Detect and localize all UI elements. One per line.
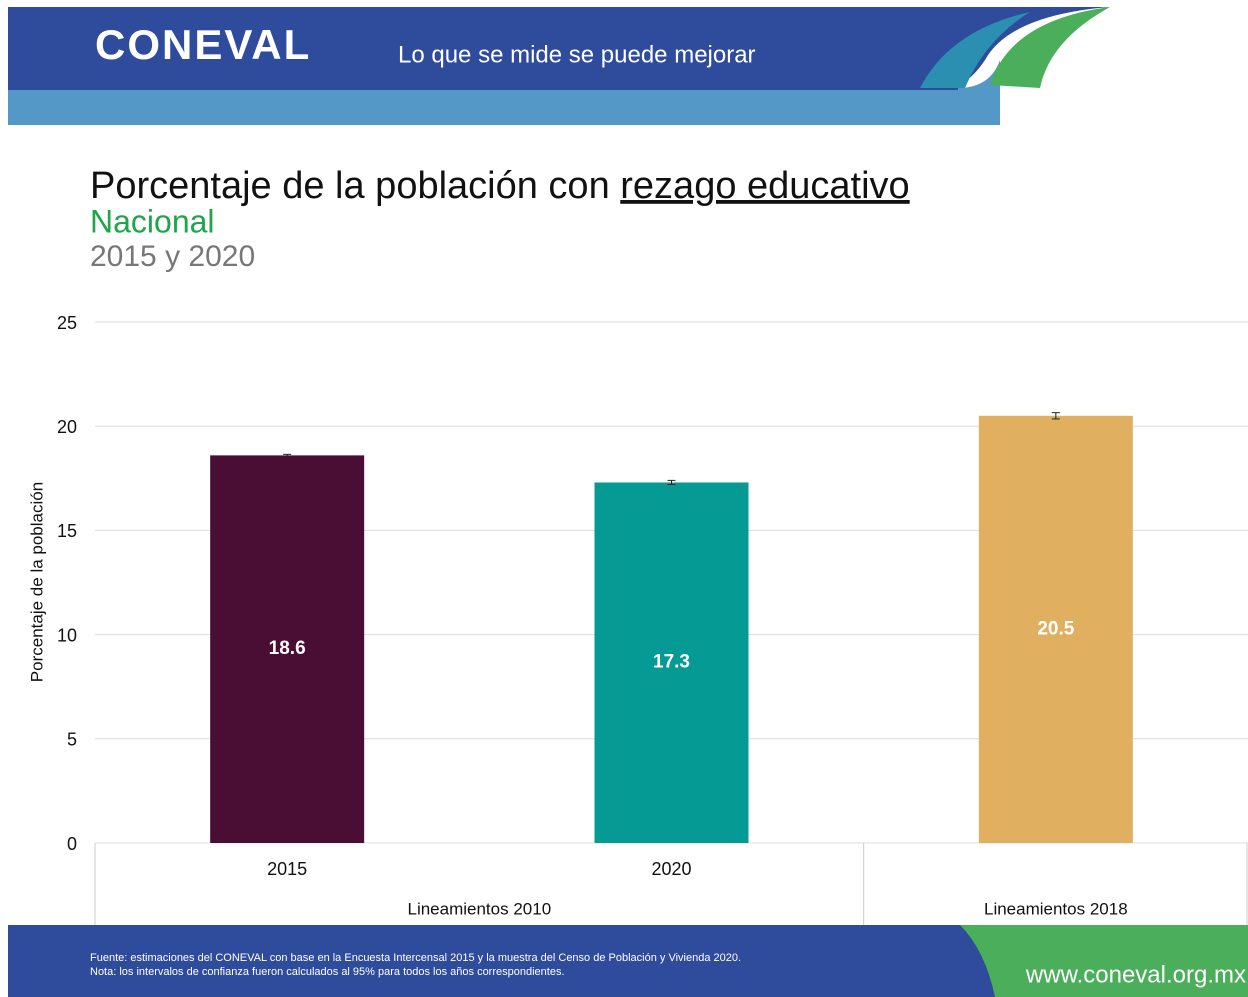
header-swoosh-blue (940, 7, 1110, 90)
y-axis-label: Porcentaje de la población (27, 482, 46, 682)
x-tick-label: 2020 (651, 859, 691, 879)
header-swoosh-teal (920, 12, 1030, 88)
bar (210, 455, 365, 843)
chart-title: Porcentaje de la población con rezago ed… (90, 165, 910, 207)
bar (594, 482, 749, 843)
tagline: Lo que se mide se puede mejorar (398, 41, 756, 68)
y-tick-label: 10 (57, 625, 77, 645)
title-emphasis: rezago educativo (620, 165, 909, 207)
header-band (8, 7, 958, 90)
data-label: 17.3 (653, 652, 690, 673)
data-label: 18.6 (269, 638, 306, 659)
y-tick-label: 20 (57, 417, 77, 437)
logo: CONEVAL (95, 21, 311, 68)
footer-green (960, 925, 1248, 997)
header-swoosh-green (990, 7, 1110, 88)
y-tick-label: 5 (67, 730, 77, 750)
y-tick-label: 0 (67, 834, 77, 854)
header-swoosh (950, 60, 1000, 125)
y-tick-label: 15 (57, 521, 77, 541)
title-text: Porcentaje de la población con (90, 165, 610, 207)
header-band-light (8, 88, 958, 125)
x-tick-label: 2015 (267, 859, 307, 879)
chart-subtitle: Nacional (90, 203, 215, 239)
bar (978, 415, 1133, 843)
chart-subtitle-years: 2015 y 2020 (90, 240, 255, 273)
group-label: Lineamientos 2010 (407, 899, 551, 918)
group-label: Lineamientos 2018 (984, 899, 1128, 918)
y-tick-label: 25 (57, 313, 77, 333)
data-label: 20.5 (1037, 618, 1074, 639)
footer-note: Fuente: estimaciones del CONEVAL con bas… (90, 952, 741, 964)
footer-url: www.coneval.org.mx (1025, 961, 1246, 988)
footer-note: Nota: los intervalos de confianza fueron… (90, 966, 565, 978)
